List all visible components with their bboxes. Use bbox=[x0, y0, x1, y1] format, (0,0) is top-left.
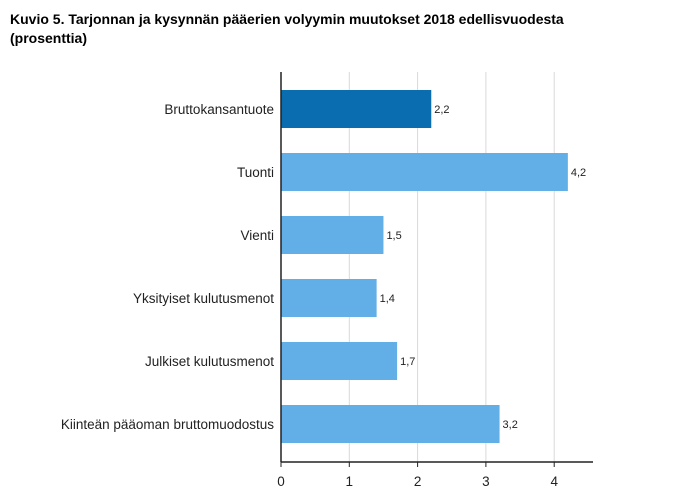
bar-4 bbox=[281, 342, 398, 380]
bar-2 bbox=[281, 216, 384, 254]
bar-1 bbox=[281, 153, 568, 191]
x-tick-label-2: 2 bbox=[414, 474, 422, 489]
chart-title-line1: Kuvio 5. Tarjonnan ja kysynnän pääerien … bbox=[10, 11, 564, 27]
category-label-3: Yksityiset kulutusmenot bbox=[133, 291, 274, 306]
category-label-2: Vienti bbox=[240, 228, 274, 243]
value-label-1: 4,2 bbox=[571, 167, 586, 179]
bar-5 bbox=[281, 405, 500, 443]
chart-title: Kuvio 5. Tarjonnan ja kysynnän pääerien … bbox=[10, 10, 670, 48]
x-tick-label-3: 3 bbox=[482, 474, 490, 489]
chart-title-line2: (prosenttia) bbox=[10, 30, 87, 46]
category-label-5: Kiinteän pääoman bruttomuodostus bbox=[61, 417, 274, 432]
value-label-4: 1,7 bbox=[400, 356, 415, 368]
category-label-4: Julkiset kulutusmenot bbox=[145, 354, 274, 369]
value-label-0: 2,2 bbox=[434, 104, 449, 116]
value-label-3: 1,4 bbox=[380, 293, 395, 305]
x-tick-label-4: 4 bbox=[550, 474, 558, 489]
value-label-2: 1,5 bbox=[386, 230, 401, 242]
x-tick-label-1: 1 bbox=[346, 474, 354, 489]
category-label-0: Bruttokansantuote bbox=[164, 102, 274, 117]
value-label-5: 3,2 bbox=[503, 419, 518, 431]
x-tick-label-0: 0 bbox=[277, 474, 285, 489]
bar-3 bbox=[281, 279, 377, 317]
category-label-1: Tuonti bbox=[237, 165, 274, 180]
bar-0 bbox=[281, 90, 432, 128]
